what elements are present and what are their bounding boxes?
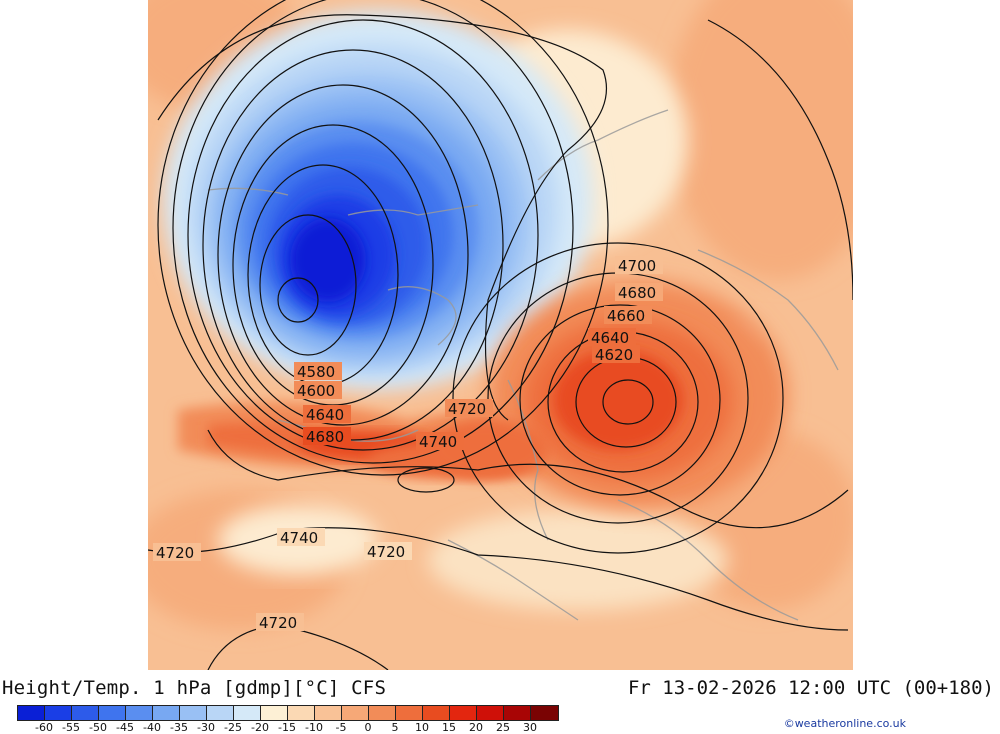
colorbar-swatch (342, 706, 369, 720)
colorbar-tick-label: 20 (469, 721, 483, 734)
colorbar-swatch (288, 706, 315, 720)
colorbar-tick-label: 0 (364, 721, 372, 734)
colorbar-tick-label: 15 (442, 721, 456, 734)
coastlines (207, 109, 839, 621)
colorbar-swatch (234, 706, 261, 720)
colorbar-swatch (207, 706, 234, 720)
contour-label: 4680 (618, 284, 656, 302)
colorbar-swatch (396, 706, 423, 720)
colorbar-tick-label: -35 (170, 721, 188, 734)
colorbar-swatch (450, 706, 477, 720)
colorbar-tick-label: -40 (143, 721, 161, 734)
contour-label: 4720 (156, 544, 194, 562)
colorbar-tick-label: -15 (278, 721, 296, 734)
height-contours (148, 0, 853, 670)
colorbar-swatch (180, 706, 207, 720)
contour-label: 4600 (297, 382, 335, 400)
colorbar-swatch (18, 706, 45, 720)
colorbar-tick-label: 10 (415, 721, 429, 734)
contour-label: 4720 (448, 400, 486, 418)
colorbar (17, 705, 559, 721)
contour-labels: 4700 4680 4660 4640 4620 4580 4600 4640 … (153, 256, 663, 632)
contour-label: 4580 (297, 363, 335, 381)
colorbar-swatch (531, 706, 558, 720)
contour-label: 4700 (618, 257, 656, 275)
weather-map: 4700 4680 4660 4640 4620 4580 4600 4640 … (148, 0, 853, 670)
colorbar-tick-label: 25 (496, 721, 510, 734)
colorbar-tick-label: -60 (35, 721, 53, 734)
colorbar-swatch (99, 706, 126, 720)
map-title: Height/Temp. 1 hPa [gdmp][°C] CFS (2, 677, 387, 699)
colorbar-tick-label: -30 (197, 721, 215, 734)
credit-link[interactable]: ©weatheronline.co.uk (783, 717, 906, 730)
colorbar-tick-label: -20 (251, 721, 269, 734)
colorbar-swatch (153, 706, 180, 720)
contour-label: 4720 (259, 614, 297, 632)
contour-label: 4640 (306, 406, 344, 424)
contour-label: 4740 (419, 433, 457, 451)
contour-label: 4740 (280, 529, 318, 547)
colorbar-swatch (369, 706, 396, 720)
colorbar-tick-label: -25 (224, 721, 242, 734)
colorbar-swatch (261, 706, 288, 720)
colorbar-tick-label: -45 (116, 721, 134, 734)
colorbar-labels: -60 -55 -50 -45 -40 -35 -30 -25 -20 -15 -10 -5 0 5 10 1… (17, 721, 565, 734)
contour-label: 4680 (306, 428, 344, 446)
colorbar-tick-label: -50 (89, 721, 107, 734)
colorbar-swatch (504, 706, 531, 720)
contour-label: 4640 (591, 329, 629, 347)
colorbar-swatch (72, 706, 99, 720)
colorbar-swatch (45, 706, 72, 720)
contour-label: 4720 (367, 543, 405, 561)
contour-label: 4620 (595, 346, 633, 364)
colorbar-tick-label: -10 (305, 721, 323, 734)
colorbar-swatch (477, 706, 504, 720)
colorbar-swatch (423, 706, 450, 720)
colorbar-tick-label: 30 (523, 721, 537, 734)
colorbar-tick-label: -5 (335, 721, 347, 734)
valid-time: Fr 13-02-2026 12:00 UTC (00+180) (627, 677, 994, 699)
colorbar-swatch (126, 706, 153, 720)
colorbar-swatch (315, 706, 342, 720)
colorbar-tick-label: -55 (62, 721, 80, 734)
contour-label: 4660 (607, 307, 645, 325)
colorbar-tick-label: 5 (391, 721, 399, 734)
